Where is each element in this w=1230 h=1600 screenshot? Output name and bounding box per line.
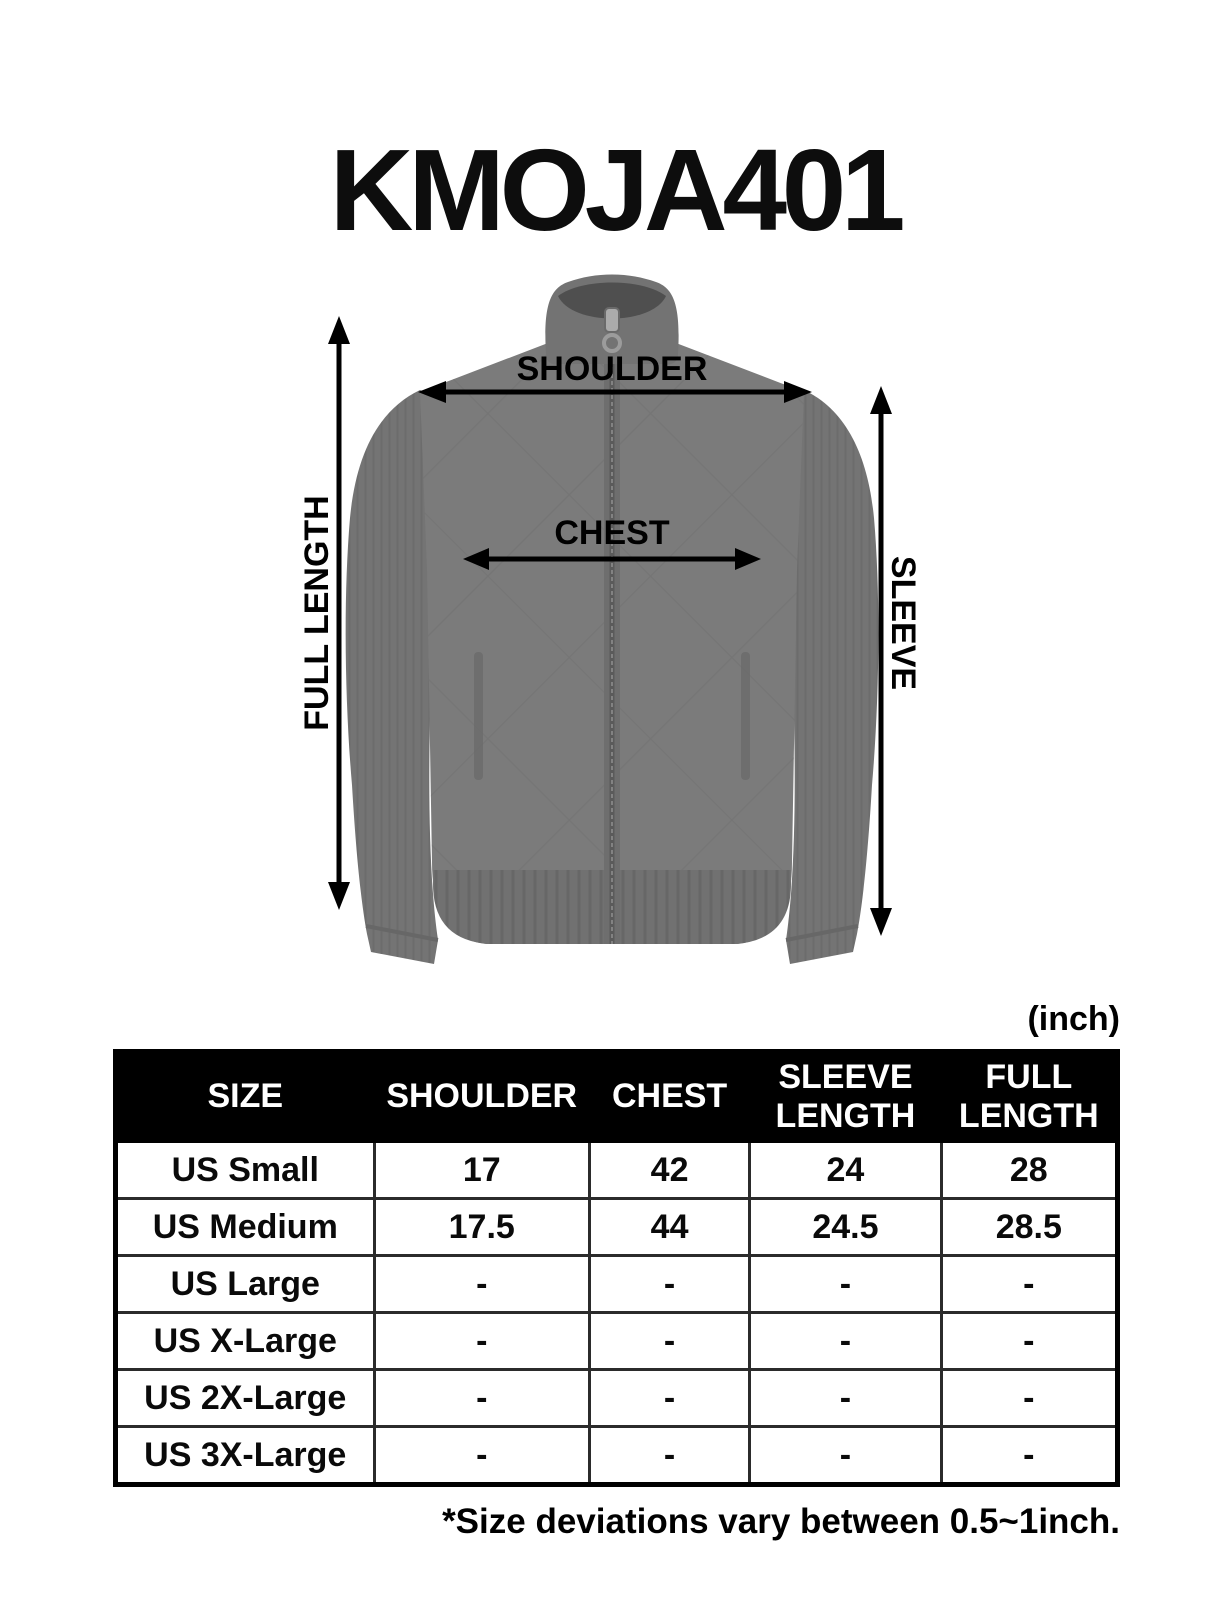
zipper-slider [604,307,620,333]
table-row: US Large - - - - [114,1254,1120,1314]
column-header-chest: CHEST [587,1050,752,1143]
measurement-value: - [939,1311,1120,1371]
measurement-value: - [372,1254,591,1314]
row-size-label: US X-Large [114,1311,376,1371]
table-row: US X-Large - - - - [114,1311,1120,1371]
measurement-value: - [748,1368,943,1428]
right-pocket-welt [741,652,750,780]
full-length-arrow [328,316,350,910]
jacket-image [345,274,879,964]
measurement-value: 28.5 [939,1197,1120,1257]
measurement-value: 28 [939,1140,1120,1200]
row-size-label: US 3X-Large [114,1425,376,1486]
measurement-value: - [587,1311,752,1371]
measurement-value: 17.5 [372,1197,591,1257]
measurement-value: - [587,1425,752,1486]
jacket-diagram-svg [328,274,892,964]
left-pocket-welt [474,652,483,780]
jacket-collar-inner [558,282,666,319]
size-table-body: US Small 17 42 24 28 US Medium 17.5 44 24.5 28.5 U… [114,1140,1120,1486]
shoulder-measure-label: SHOULDER [516,350,708,388]
full-length-measure-label: FULL LENGTH [298,495,336,731]
row-size-label: US Medium [114,1197,376,1257]
sleeve-arrow [870,386,892,936]
measurement-value: - [587,1368,752,1428]
column-header-full-length: FULL LENGTH [939,1050,1120,1143]
measurement-value: - [587,1254,752,1314]
row-size-label: US 2X-Large [114,1368,376,1428]
column-header-sleeve-length: SLEEVE LENGTH [748,1050,943,1143]
measurement-value: 42 [587,1140,752,1200]
measurement-value: - [939,1425,1120,1486]
table-row: US 3X-Large - - - - [114,1425,1120,1486]
size-table-header: SIZE SHOULDER CHEST SLEEVE LENGTH FULL L… [114,1050,1120,1143]
measurement-value: - [372,1311,591,1371]
row-size-label: US Large [114,1254,376,1314]
column-header-size: SIZE [114,1050,376,1143]
measurement-value: - [939,1254,1120,1314]
sleeve-measure-label: SLEEVE [884,555,922,691]
measurement-value: - [748,1425,943,1486]
jacket-right-sleeve [774,390,879,964]
left-cuff-seam [365,924,439,942]
chest-measure-label: CHEST [554,514,670,552]
table-row: US Medium 17.5 44 24.5 28.5 [114,1197,1120,1257]
table-row: US 2X-Large - - - - [114,1368,1120,1428]
right-cuff-seam [785,924,859,942]
size-table: SIZE SHOULDER CHEST SLEEVE LENGTH FULL L… [113,1049,1120,1487]
measurement-value: - [939,1368,1120,1428]
product-code-title: KMOJA401 [329,124,906,255]
measurement-value: 17 [372,1140,591,1200]
footnote: *Size deviations vary between 0.5~1inch. [442,1502,1120,1541]
measurement-value: 24.5 [748,1197,943,1257]
measurement-value: - [748,1311,943,1371]
unit-label: (inch) [1027,1000,1120,1038]
table-row: US Small 17 42 24 28 [114,1140,1120,1200]
measurement-value: - [372,1425,591,1486]
column-header-shoulder: SHOULDER [372,1050,591,1143]
measurement-value: - [372,1368,591,1428]
zipper-pull-ring [602,333,622,353]
measurement-diagram: SHOULDER CHEST FULL LENGTH SLEEVE [0,250,1230,980]
shoulder-arrow [418,381,812,403]
jacket-left-sleeve [345,390,450,964]
measurement-value: - [748,1254,943,1314]
header-row: SIZE SHOULDER CHEST SLEEVE LENGTH FULL L… [114,1050,1120,1143]
row-size-label: US Small [114,1140,376,1200]
chest-arrow [463,548,761,570]
measurement-value: 44 [587,1197,752,1257]
measurement-value: 24 [748,1140,943,1200]
